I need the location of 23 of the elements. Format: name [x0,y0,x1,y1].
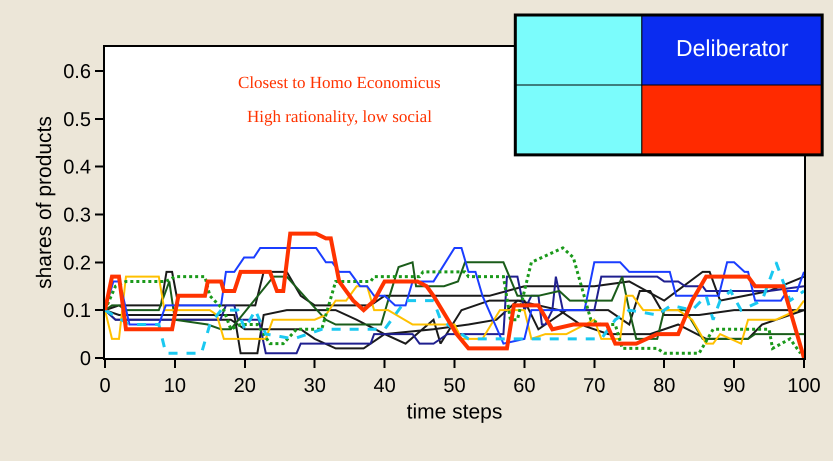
x-tick-label: 70 [583,375,606,397]
x-tick-label: 30 [304,375,326,397]
x-axis-title: time steps [406,400,502,424]
x-tick-label: 10 [164,375,186,397]
x-tick-label: 60 [513,375,536,397]
y-tick-label: 0.5 [63,108,91,131]
y-tick-label: 0.2 [63,252,91,274]
x-tick-label: 80 [653,375,676,397]
x-tick-label: 40 [373,375,396,397]
x-tick-label: 0 [99,375,111,397]
y-tick-label: 0.4 [63,156,91,179]
annotation: Closest to Homo Economicus [238,73,441,92]
x-tick-label: 20 [234,375,256,397]
y-tick-label: 0 [80,348,91,370]
x-tick-label: 90 [722,375,746,397]
annotation: Deliberator [676,35,789,61]
annotation: High rationality, low social [247,107,432,126]
y-tick-label: 0.1 [63,300,91,322]
y-tick-label: 0.6 [63,60,91,83]
y-tick-label: 0.3 [63,204,91,226]
x-tick-label: 100 [787,375,821,397]
x-tick-label: 50 [443,375,466,397]
y-axis-title: shares of products [32,116,56,289]
